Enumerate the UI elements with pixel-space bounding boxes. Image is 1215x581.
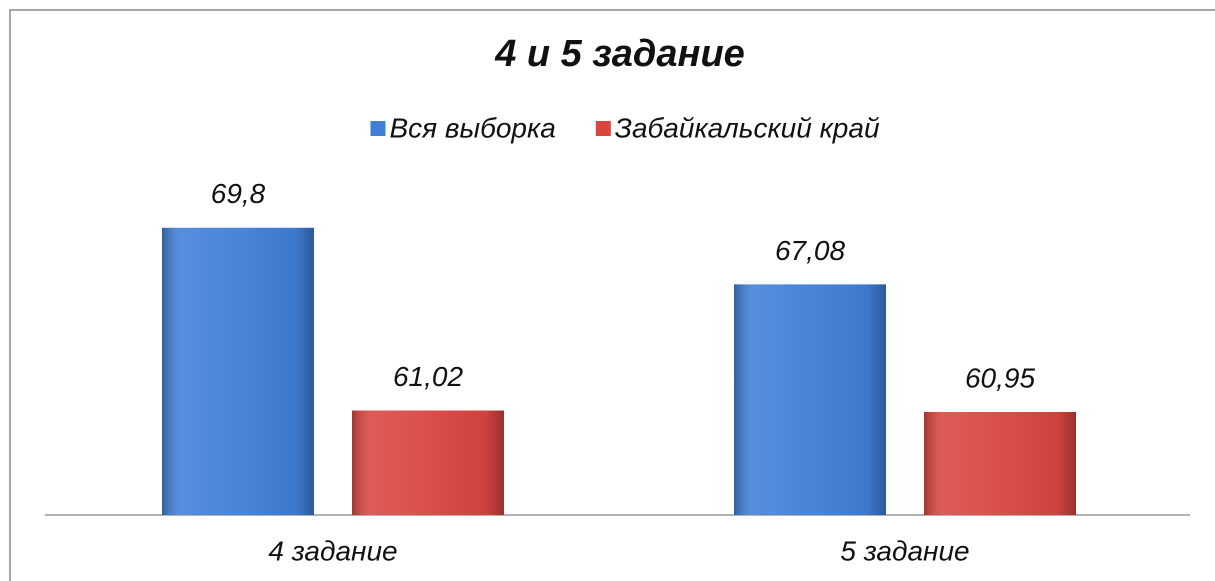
x-tick-label: 5 задание xyxy=(840,535,969,566)
chart-frame xyxy=(9,9,1215,581)
legend-label: Вся выборка xyxy=(389,112,555,143)
chart-title: 4 и 5 задание xyxy=(494,33,745,75)
legend-swatch xyxy=(595,121,611,136)
bar-shade xyxy=(352,410,504,515)
legend-swatch xyxy=(370,121,386,136)
value-label: 60,95 xyxy=(965,362,1035,393)
x-tick-label: 4 задание xyxy=(268,535,397,566)
bar-shade xyxy=(162,227,314,515)
value-label: 69,8 xyxy=(211,178,266,209)
value-label: 67,08 xyxy=(775,235,845,266)
bar-shade xyxy=(924,411,1076,515)
legend-label: Забайкальский край xyxy=(615,112,880,143)
bar-shade xyxy=(734,284,886,515)
value-label: 61,02 xyxy=(393,361,463,392)
